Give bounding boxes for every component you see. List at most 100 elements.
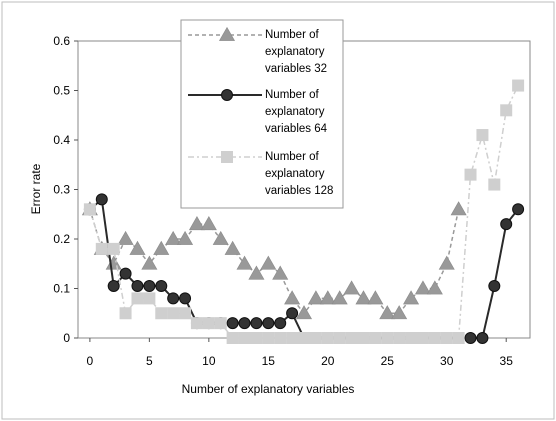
x-tick-label: 20 bbox=[321, 354, 335, 368]
series-3-point bbox=[107, 242, 120, 255]
series-1-point bbox=[224, 240, 241, 255]
series-1-point bbox=[379, 305, 396, 320]
series-1-point bbox=[438, 255, 455, 270]
x-tick-label: 10 bbox=[202, 354, 216, 368]
series-2-point bbox=[238, 317, 251, 330]
x-tick-label: 0 bbox=[87, 354, 94, 368]
series-3-point bbox=[131, 292, 144, 305]
series-3-point bbox=[357, 332, 370, 344]
series-3-point bbox=[190, 317, 203, 330]
legend-marker-series-1 bbox=[218, 26, 236, 41]
series-3-point bbox=[83, 203, 96, 216]
legend-marker-series-3 bbox=[221, 151, 233, 163]
series-2-point bbox=[179, 292, 192, 305]
series-2-point bbox=[119, 267, 132, 280]
series-3-point bbox=[179, 307, 192, 320]
y-tick-label: 0.5 bbox=[53, 84, 70, 98]
series-3-point bbox=[416, 332, 429, 344]
series-1-point bbox=[200, 216, 217, 231]
y-tick-label: 0.3 bbox=[53, 183, 70, 197]
series-1-point bbox=[331, 290, 348, 305]
legend-label-series-3-line-1: Number of bbox=[265, 151, 319, 163]
series-3-point bbox=[333, 332, 346, 344]
legend-label-series-2-line-1: Number of bbox=[265, 89, 319, 101]
series-3-point bbox=[309, 332, 322, 344]
series-1-point bbox=[141, 255, 158, 270]
series-3-point bbox=[321, 332, 334, 344]
series-1-point bbox=[188, 216, 205, 231]
legend-label-series-2: Number of explanatory variables 64 bbox=[265, 89, 328, 135]
series-3-point bbox=[464, 168, 477, 181]
series-3-point bbox=[405, 332, 418, 344]
legend-label-series-1-line-2: explanatory bbox=[265, 46, 325, 58]
legend-label-series-3-line-2: explanatory bbox=[265, 168, 325, 180]
series-2-point bbox=[95, 193, 108, 206]
legend-marker-series-2 bbox=[221, 89, 233, 101]
series-2-point bbox=[143, 280, 156, 293]
x-tick-label: 15 bbox=[262, 354, 276, 368]
legend-marks bbox=[188, 26, 262, 163]
series-3-point bbox=[119, 307, 132, 320]
series-3-point bbox=[274, 332, 287, 344]
series-1-point bbox=[355, 290, 372, 305]
series-1-point bbox=[414, 280, 431, 295]
series-3-point bbox=[286, 332, 299, 344]
y-tick-label: 0.1 bbox=[53, 282, 70, 296]
series-1-point bbox=[284, 290, 301, 305]
series-2-point bbox=[286, 307, 299, 320]
series-2-point bbox=[500, 218, 513, 231]
legend: Number of explanatory variables 32 Number … bbox=[180, 19, 344, 209]
series-1-point bbox=[236, 255, 253, 270]
series-3-point bbox=[381, 332, 394, 344]
series-2-point bbox=[512, 203, 525, 216]
legend-label-series-3: Number of explanatory variables 128 bbox=[265, 151, 333, 197]
x-tick-label: 35 bbox=[500, 354, 514, 368]
series-1-point bbox=[450, 201, 467, 216]
series-1-point bbox=[212, 230, 229, 245]
series-3-point bbox=[238, 332, 251, 344]
x-axis-label: Number of explanatory variables bbox=[182, 382, 355, 396]
y-tick-label: 0.2 bbox=[53, 232, 70, 246]
series-1-point bbox=[248, 265, 265, 280]
series-1-point bbox=[177, 230, 194, 245]
series-3-point bbox=[95, 242, 108, 255]
axes-layer: 0 0.1 0.2 0.3 0.4 0.5 0.6 0 5 10 15 20 25 30 35 bbox=[53, 34, 513, 368]
legend-label-series-2-line-3: variables 64 bbox=[265, 123, 328, 135]
series-3-point bbox=[369, 332, 382, 344]
series-layer bbox=[81, 79, 525, 344]
series-2-point bbox=[488, 280, 501, 293]
series-2-point bbox=[262, 317, 275, 330]
series-1-point bbox=[343, 280, 360, 295]
series-3-point bbox=[488, 178, 501, 191]
series-2-point bbox=[250, 317, 263, 330]
series-2-point bbox=[107, 280, 120, 293]
series-2-point bbox=[226, 317, 239, 330]
series-1-point bbox=[403, 290, 420, 305]
series-2-point bbox=[476, 332, 489, 344]
series-1-point bbox=[426, 280, 443, 295]
series-1-point bbox=[295, 305, 313, 320]
series-1-point bbox=[272, 265, 289, 280]
series-3-point bbox=[440, 332, 453, 344]
y-tick-label: 0.6 bbox=[53, 34, 70, 48]
series-2-point bbox=[155, 280, 168, 293]
y-tick-label: 0 bbox=[63, 331, 70, 345]
series-3-point bbox=[250, 332, 263, 344]
x-tick-label: 5 bbox=[146, 354, 153, 368]
legend-box bbox=[180, 19, 344, 209]
series-1-point bbox=[153, 240, 170, 255]
series-1-point bbox=[165, 230, 182, 245]
series-3-point bbox=[226, 332, 239, 344]
series-3-point bbox=[298, 332, 310, 344]
series-3-point bbox=[202, 317, 215, 330]
series-2-point bbox=[464, 332, 477, 344]
series-2-point bbox=[131, 280, 144, 293]
legend-label-series-1-line-1: Number of bbox=[265, 29, 319, 41]
series-3-point bbox=[167, 307, 180, 320]
legend-label-series-1: Number of explanatory variables 32 bbox=[265, 29, 327, 75]
series-3-point bbox=[428, 332, 441, 344]
series-3-point bbox=[512, 79, 525, 92]
y-tick-label: 0.4 bbox=[53, 133, 70, 147]
